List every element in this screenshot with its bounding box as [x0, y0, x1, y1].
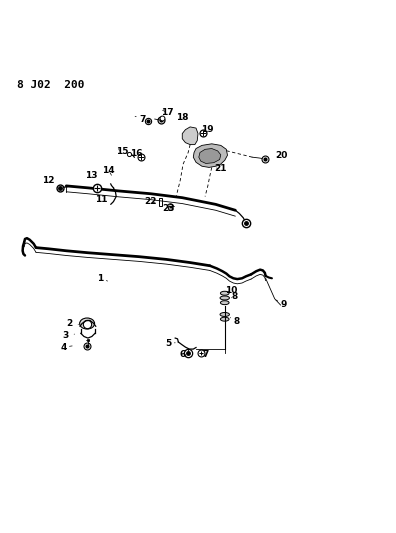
Ellipse shape [220, 312, 229, 317]
Text: 15: 15 [116, 147, 129, 156]
Text: 9: 9 [276, 300, 287, 309]
Polygon shape [199, 149, 221, 164]
Text: 10: 10 [225, 286, 238, 295]
Text: 5: 5 [166, 338, 175, 348]
Text: 16: 16 [129, 149, 142, 158]
Text: 6: 6 [180, 350, 186, 359]
Text: 7: 7 [135, 115, 145, 124]
Polygon shape [193, 144, 227, 167]
Text: 20: 20 [275, 151, 287, 160]
Text: 1: 1 [97, 274, 108, 283]
Ellipse shape [80, 318, 95, 329]
Ellipse shape [221, 317, 229, 321]
Ellipse shape [221, 301, 229, 305]
Text: 13: 13 [85, 171, 97, 180]
Text: 14: 14 [103, 166, 115, 175]
Text: 12: 12 [42, 176, 55, 185]
Text: 18: 18 [176, 114, 188, 123]
Text: 19: 19 [202, 125, 214, 134]
Text: 22: 22 [144, 197, 156, 206]
Ellipse shape [220, 296, 229, 300]
Text: 23: 23 [162, 204, 175, 213]
FancyBboxPatch shape [159, 198, 162, 206]
Polygon shape [182, 127, 198, 144]
Ellipse shape [221, 291, 229, 295]
Text: 11: 11 [95, 195, 108, 204]
Text: 2: 2 [66, 319, 78, 328]
Text: 7: 7 [202, 350, 209, 359]
Text: 17: 17 [161, 108, 173, 117]
Text: 4: 4 [60, 343, 72, 352]
Text: 8: 8 [230, 317, 240, 326]
Text: 3: 3 [62, 331, 74, 340]
Text: 8 J02  200: 8 J02 200 [17, 80, 85, 90]
Text: 21: 21 [215, 165, 227, 173]
Text: 8: 8 [231, 292, 237, 301]
